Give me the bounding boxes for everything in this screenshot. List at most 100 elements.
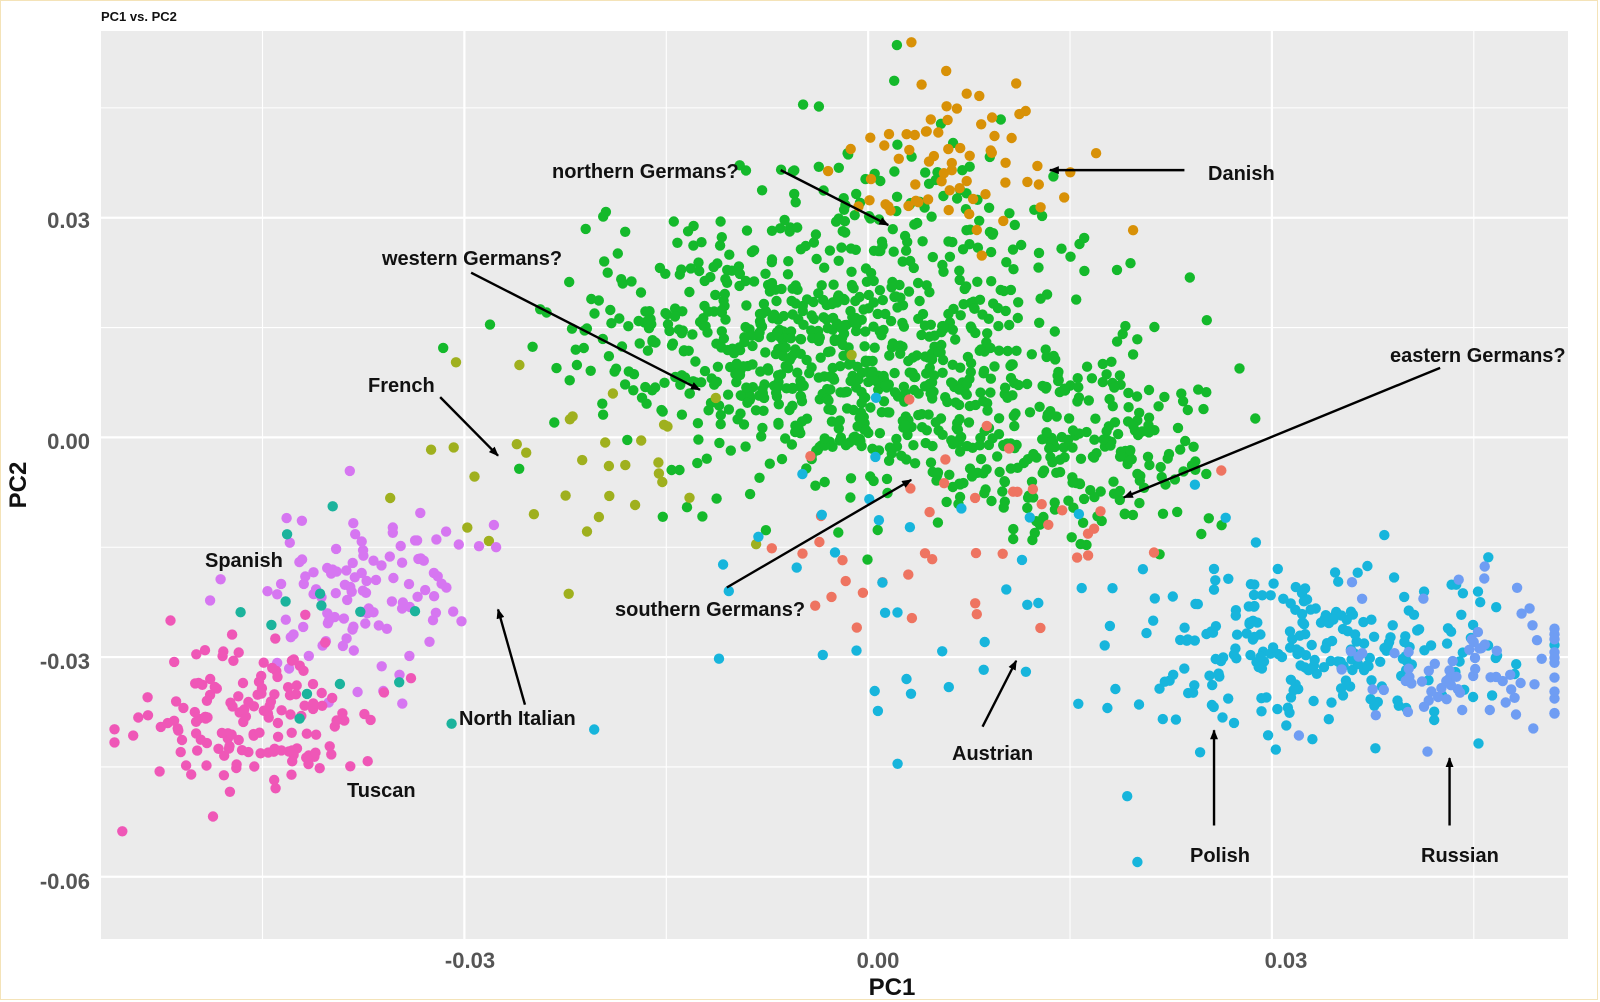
point-german xyxy=(773,417,784,429)
point-danish xyxy=(946,157,957,169)
point-polish xyxy=(1175,634,1186,646)
point-polish xyxy=(1305,604,1316,615)
point-polish xyxy=(1290,581,1302,593)
point-polish xyxy=(851,645,862,656)
point-polish xyxy=(1255,651,1266,662)
point-tuscan xyxy=(285,709,296,720)
point-tuscan xyxy=(243,696,254,708)
point-german xyxy=(1126,454,1137,465)
point-austrian xyxy=(927,554,938,565)
point-german xyxy=(694,265,705,277)
point-spanish xyxy=(404,650,415,662)
point-tuscan xyxy=(162,717,173,729)
point-german xyxy=(961,379,972,390)
point-german xyxy=(811,253,822,265)
point-german xyxy=(1127,349,1139,360)
point-german xyxy=(438,342,449,354)
point-german xyxy=(974,215,985,226)
point-austrian xyxy=(981,420,992,432)
point-russian xyxy=(1485,672,1496,683)
point-austrian xyxy=(1027,484,1039,495)
point-german xyxy=(701,453,712,464)
point-german xyxy=(961,389,972,400)
point-polish xyxy=(1179,622,1190,633)
point-polish xyxy=(1213,668,1224,679)
point-austrian xyxy=(969,492,981,504)
point-german xyxy=(816,280,827,291)
point-polish xyxy=(1388,572,1400,583)
point-russian xyxy=(1472,626,1484,638)
point-german xyxy=(937,367,948,378)
point-german xyxy=(718,333,730,344)
point-german xyxy=(754,472,765,483)
point-german xyxy=(1004,319,1015,331)
point-german xyxy=(972,276,983,287)
point-spanish xyxy=(415,507,426,519)
point-german xyxy=(872,524,883,536)
point-polish xyxy=(829,547,841,558)
point-german xyxy=(1074,238,1085,250)
point-german xyxy=(564,276,575,288)
point-german xyxy=(1198,403,1209,415)
point-danish xyxy=(865,132,876,143)
point-tuscan xyxy=(201,760,212,771)
point-german xyxy=(1037,467,1048,479)
point-french xyxy=(567,411,578,422)
point-german xyxy=(757,308,768,319)
y-tick-label: -0.06 xyxy=(40,869,90,894)
point-german xyxy=(692,457,703,469)
point-polish xyxy=(1323,714,1335,725)
annotation-eastern-germans: eastern Germans? xyxy=(1390,345,1566,367)
point-german xyxy=(929,330,940,341)
point-polish xyxy=(1288,685,1299,696)
point-polish xyxy=(879,607,891,618)
point-german xyxy=(642,315,654,326)
point-tuscan xyxy=(337,708,348,719)
point-german xyxy=(564,375,575,386)
point-german xyxy=(1075,453,1087,464)
point-russian xyxy=(1470,663,1481,675)
point-german xyxy=(681,502,693,513)
point-german xyxy=(964,463,976,474)
point-polish xyxy=(1159,676,1171,687)
point-german xyxy=(1066,532,1077,543)
point-polish xyxy=(870,392,882,403)
point-german xyxy=(699,365,711,377)
point-german xyxy=(1109,417,1121,428)
point-tuscan xyxy=(233,647,244,658)
point-polish xyxy=(1298,596,1310,607)
point-german xyxy=(1097,358,1109,370)
point-spanish xyxy=(349,572,360,583)
point-austrian xyxy=(840,575,851,587)
point-russian xyxy=(1536,653,1547,664)
point-russian xyxy=(1346,577,1358,588)
point-german xyxy=(845,492,856,503)
point-german xyxy=(862,554,873,565)
point-danish xyxy=(885,205,896,216)
point-austrian xyxy=(1035,622,1046,634)
point-tuscan xyxy=(269,774,280,786)
point-danish xyxy=(976,119,987,130)
point-polish xyxy=(943,681,954,693)
point-german xyxy=(715,216,726,227)
point-tuscan xyxy=(170,696,182,707)
point-german xyxy=(993,429,1005,440)
point-north-italian xyxy=(314,588,326,599)
point-polish xyxy=(872,705,884,717)
point-german xyxy=(1013,379,1024,391)
point-german xyxy=(602,267,613,278)
point-polish xyxy=(1132,856,1143,868)
point-german xyxy=(974,345,985,356)
point-tuscan xyxy=(316,687,327,699)
point-german xyxy=(1104,393,1115,405)
point-tuscan xyxy=(256,688,267,699)
annotation-polish: Polish xyxy=(1190,845,1250,867)
point-german xyxy=(643,323,655,334)
point-german xyxy=(979,488,990,499)
point-german xyxy=(874,285,886,296)
point-german xyxy=(787,400,798,411)
point-danish xyxy=(879,140,890,151)
point-german xyxy=(750,405,762,416)
point-german xyxy=(1040,344,1051,355)
point-german xyxy=(635,287,647,298)
